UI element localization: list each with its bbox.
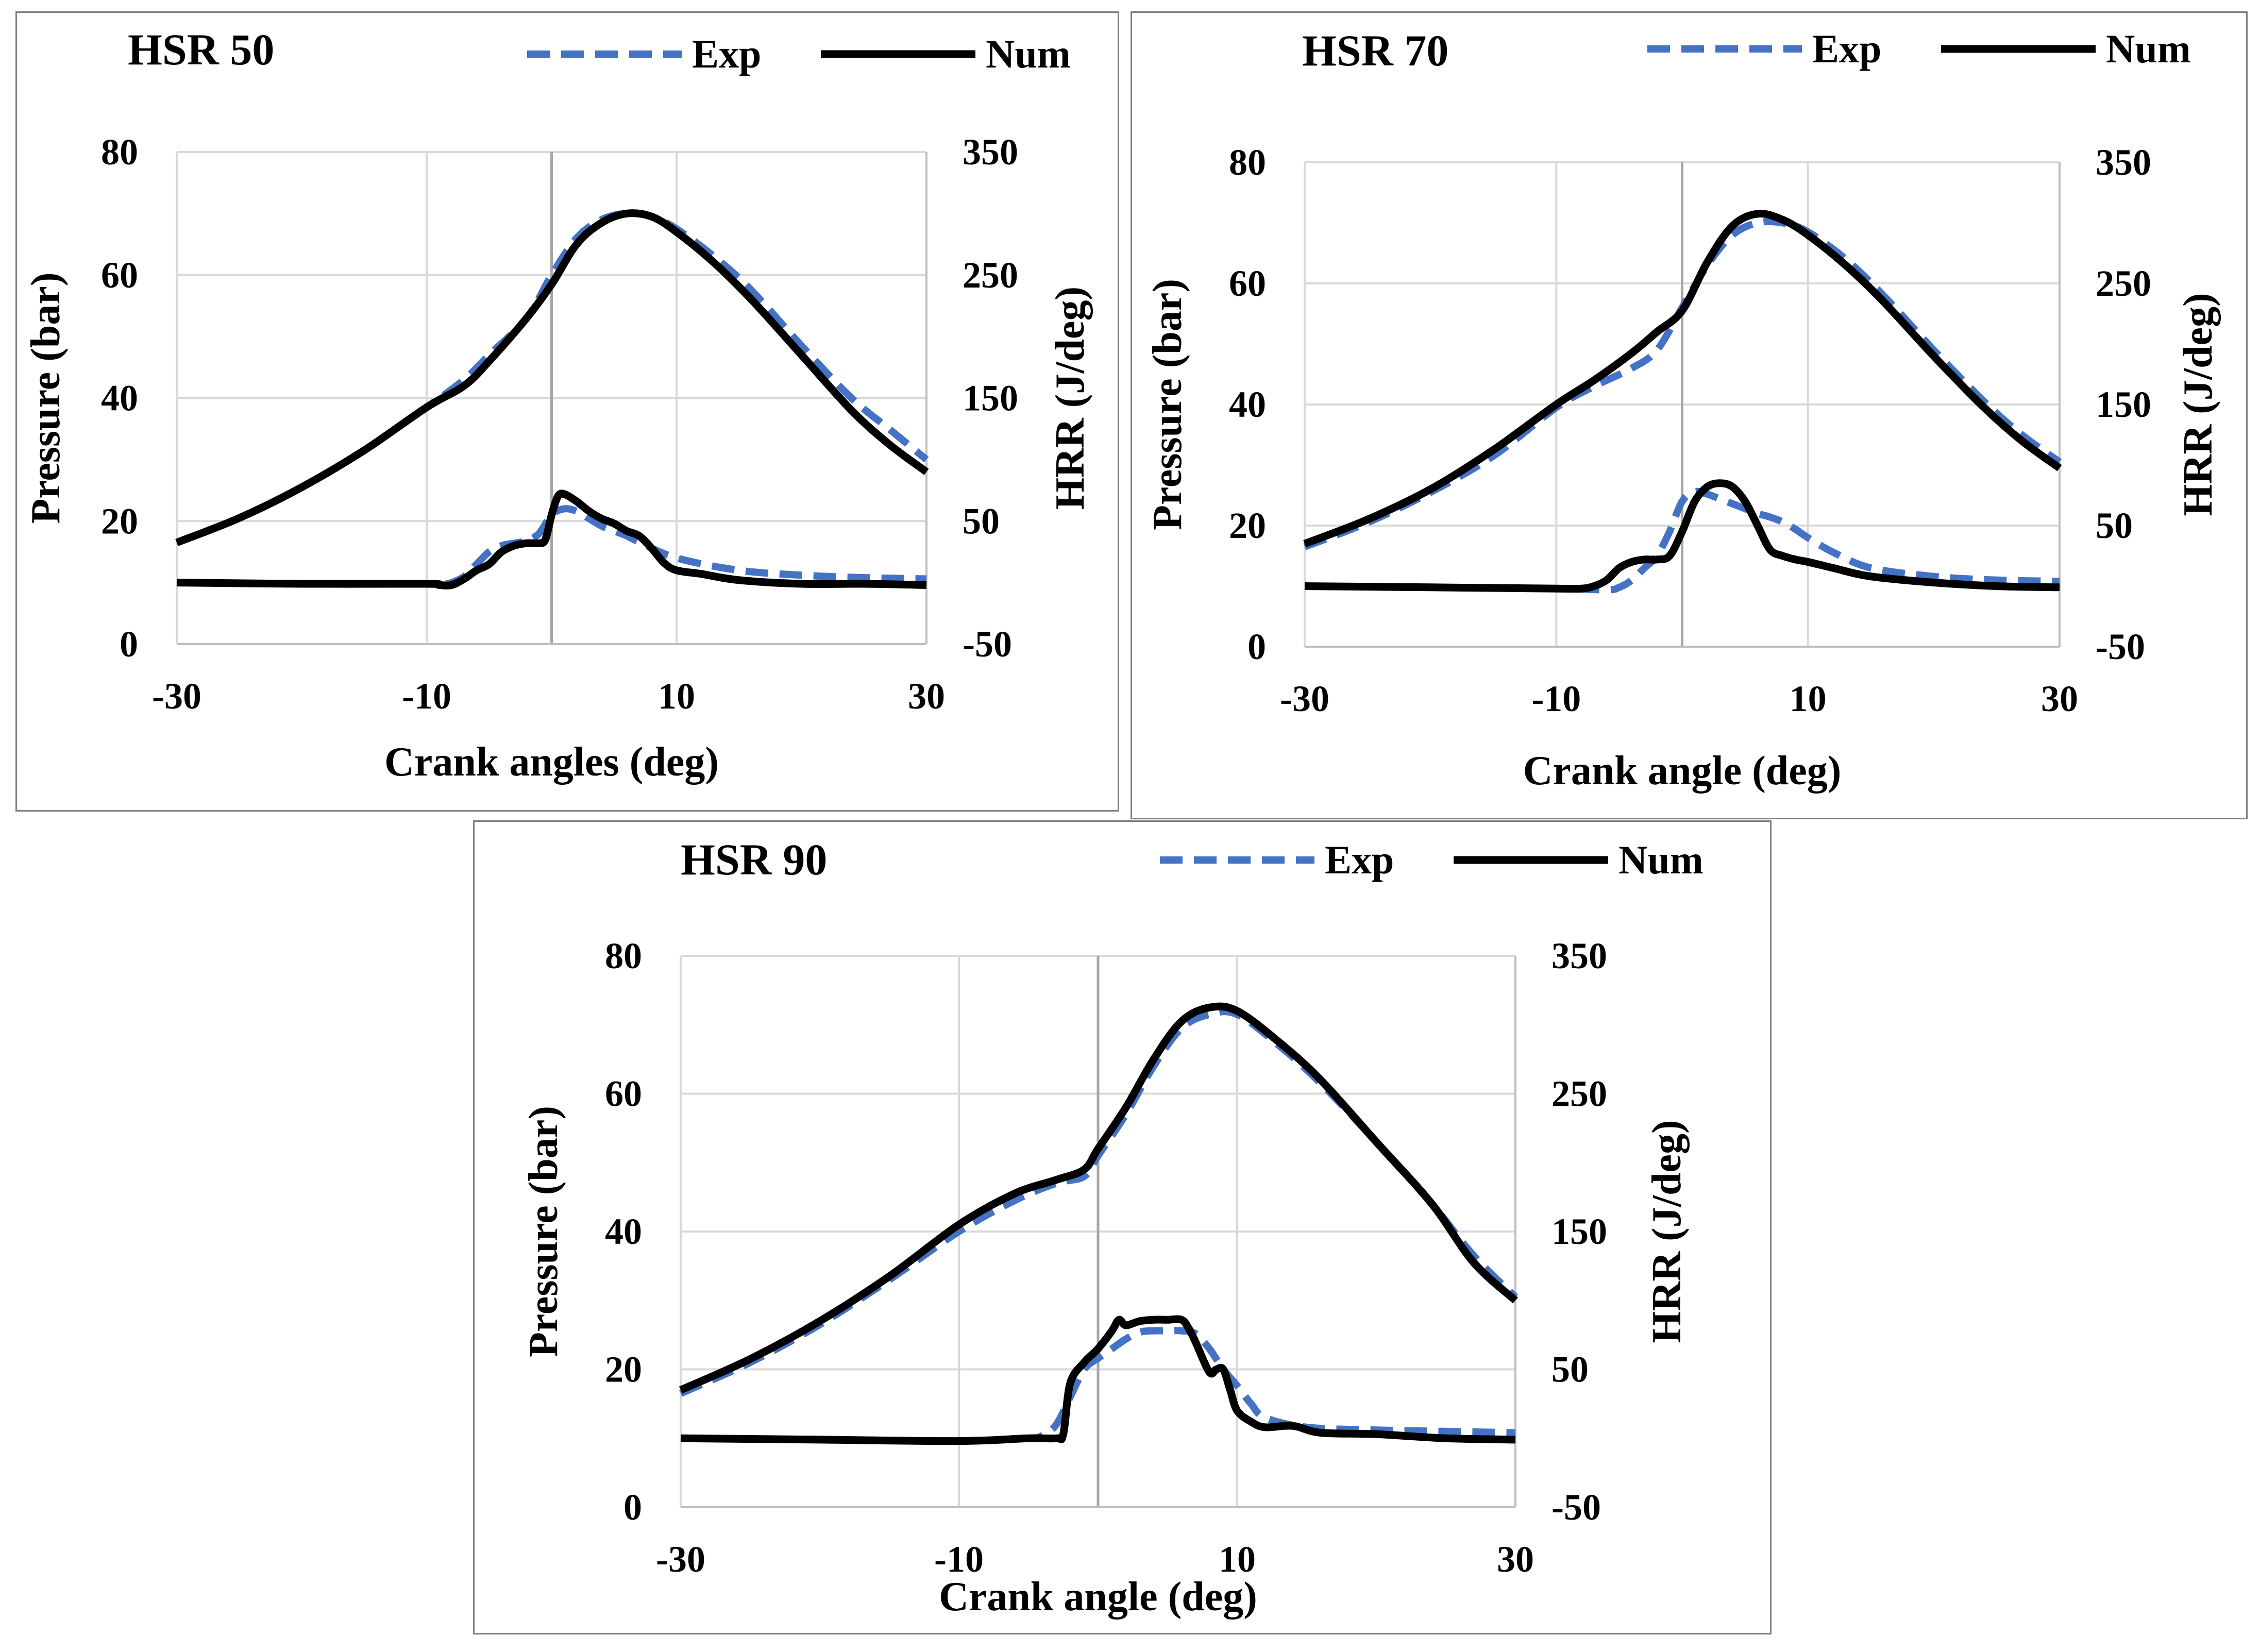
x-tick-label: -10 <box>1531 678 1581 719</box>
y-tick-label: 80 <box>1229 142 1266 183</box>
chart-panel-hsr50: 0 20 40 60 80 -50 50 150 250 350 -30 -10 10 30 Crank a… <box>15 11 1119 812</box>
y-tick-label: 20 <box>1229 505 1266 546</box>
y2-tick-label: 350 <box>1551 935 1607 976</box>
series-num-hrr-line <box>680 1315 1516 1445</box>
chart-title-hsr70: HSR 70 <box>1302 26 1448 75</box>
x-tick-label: -30 <box>656 1539 705 1580</box>
x-tick-label: 30 <box>1497 1539 1534 1580</box>
series-exp-hrr-line <box>1304 487 2060 594</box>
y2-tick-label: 350 <box>963 131 1018 173</box>
y-tick-label: 40 <box>605 1211 642 1252</box>
y2-tick-label: -50 <box>963 623 1012 665</box>
y2-axis-label: HRR (J/deg) <box>1048 286 1093 510</box>
y2-tick-label: 250 <box>2096 263 2151 304</box>
y-tick-label: 0 <box>623 1487 642 1528</box>
legend-exp-label: Exp <box>692 31 761 76</box>
y-axis-label: Pressure (bar) <box>23 272 69 524</box>
chart-hsr90-svg: 0 20 40 60 80 -50 50 150 250 350 -30 -10 10 30 Crank a… <box>521 835 1704 1620</box>
x-tick-label: -30 <box>152 676 201 717</box>
x-tick-label: 30 <box>2041 678 2078 719</box>
x-tick-label: 10 <box>1790 678 1827 719</box>
y2-tick-label: 150 <box>1551 1211 1607 1252</box>
y-tick-label: 80 <box>605 935 642 976</box>
series-num-pressure-line <box>175 209 929 546</box>
series-num-pressure-line <box>1303 210 2062 548</box>
series-exp-hrr-line <box>176 505 927 589</box>
y-tick-label: 60 <box>101 255 138 296</box>
legend-exp-label: Exp <box>1325 837 1394 882</box>
x-tick-label: -30 <box>1280 678 1329 719</box>
legend-num-label: Num <box>2106 26 2191 71</box>
y-tick-label: 0 <box>120 623 138 665</box>
x-tick-label: 10 <box>658 676 695 717</box>
x-tick-label: 10 <box>1219 1539 1256 1580</box>
y2-tick-label: 50 <box>2096 505 2133 546</box>
x-axis-label: Crank angle (deg) <box>1523 748 1842 794</box>
y2-tick-label: 350 <box>2096 142 2151 183</box>
series-num-pressure-line <box>679 1002 1519 1394</box>
legend-exp-label: Exp <box>1812 26 1881 71</box>
chart-panel-hsr70: 0 20 40 60 80 -50 50 150 250 350 -30 -10 10 30 Crank a… <box>1131 11 2248 819</box>
y-axis-label: Pressure (bar) <box>521 1106 566 1357</box>
y2-tick-label: -50 <box>1551 1487 1601 1528</box>
x-tick-label: -10 <box>402 676 451 717</box>
y2-axis-label: HRR (J/deg) <box>1644 1120 1690 1343</box>
y-tick-label: 20 <box>101 500 138 542</box>
chart-hsr50-svg: 0 20 40 60 80 -50 50 150 250 350 -30 -10 10 30 Crank a… <box>23 25 1093 785</box>
y-axis-label: Pressure (bar) <box>1145 279 1190 530</box>
y2-tick-label: 250 <box>963 255 1018 296</box>
y2-tick-label: 250 <box>1551 1073 1607 1115</box>
chart-title-hsr90: HSR 90 <box>681 835 827 884</box>
y2-tick-label: 150 <box>2096 384 2151 425</box>
y2-tick-label: 150 <box>963 378 1018 419</box>
series-num-hrr-line <box>1304 479 2060 593</box>
legend-num-label: Num <box>1618 837 1704 882</box>
y2-tick-label: 50 <box>1551 1349 1589 1390</box>
series-exp-pressure-line <box>1303 217 2062 550</box>
y-tick-label: 60 <box>1229 263 1266 304</box>
series-num-hrr-line <box>176 490 927 589</box>
y-tick-label: 40 <box>101 378 138 419</box>
y2-tick-label: 50 <box>963 500 1000 542</box>
series-exp-pressure-line <box>175 210 929 546</box>
chart-title-hsr50: HSR 50 <box>128 25 274 74</box>
x-tick-label: -10 <box>934 1539 984 1580</box>
y-tick-label: 40 <box>1229 384 1266 425</box>
y2-tick-label: -50 <box>2096 626 2145 667</box>
chart-panel-hsr90: 0 20 40 60 80 -50 50 150 250 350 -30 -10 10 30 Crank a… <box>473 820 1772 1634</box>
y-tick-label: 0 <box>1247 626 1266 667</box>
chart-hsr70-svg: 0 20 40 60 80 -50 50 150 250 350 -30 -10 10 30 Crank a… <box>1145 26 2221 794</box>
y2-axis-label: HRR (J/deg) <box>2175 293 2221 516</box>
x-axis-label: Crank angle (deg) <box>939 1574 1257 1620</box>
x-tick-label: 30 <box>908 676 945 717</box>
x-axis-label: Crank angles (deg) <box>384 739 719 785</box>
y-tick-label: 60 <box>605 1073 642 1115</box>
y-tick-label: 20 <box>605 1349 642 1390</box>
y-tick-label: 80 <box>101 131 138 173</box>
legend-num-label: Num <box>986 31 1071 76</box>
